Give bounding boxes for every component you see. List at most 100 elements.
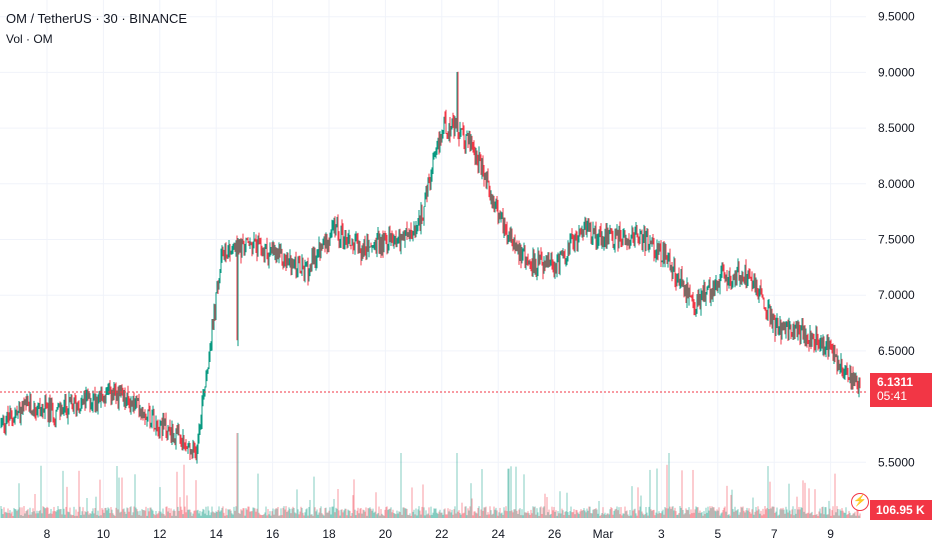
volume-bar [223,512,225,518]
volume-bar [397,513,399,518]
volume-bar [86,498,88,518]
y-tick-label: 9.5000 [878,10,915,24]
volume-bar [605,514,607,518]
volume-bar [128,511,130,518]
volume-bar [690,509,692,518]
volume-bar [266,515,268,518]
volume-bar [552,510,554,518]
volume-bar [545,515,547,518]
x-tick-label: 9 [827,527,834,541]
volume-bar [180,506,182,518]
volume-bar [670,508,672,518]
volume-bar [355,515,357,518]
volume-bar [205,506,207,518]
volume-bar [337,489,339,518]
volume-bar [806,513,808,518]
volume-bar [577,512,579,518]
volume-bar [356,510,358,518]
volume-bar [703,511,705,518]
volume-bar [38,511,40,518]
volume-bar [663,514,665,518]
volume-bar [610,507,612,518]
volume-bar [87,511,89,518]
volume-bar [453,509,455,518]
volume-bar [379,515,381,518]
volume-bar [164,515,166,518]
volume-bar [414,514,416,518]
volume-bar [91,511,93,518]
volume-bar [71,515,73,518]
volume-bar [93,513,95,518]
volume-bar [438,511,440,518]
volume-bar [341,509,343,518]
volume-bar [34,493,36,518]
volume-bar [67,511,69,518]
volume-bar [827,514,829,518]
volume-bar [855,515,857,518]
volume-bar [217,510,219,518]
volume-bar [123,508,125,518]
volume-bar [563,515,565,518]
y-tick-label: 8.5000 [878,121,915,135]
price-axis: 9.5000 9.0000 8.5000 8.0000 7.5000 7.0000 6.50… [878,10,915,470]
volume-bar [442,514,444,518]
volume-bar [553,507,555,518]
volume-bar [315,511,317,518]
volume-bar [740,506,742,518]
volume-bar [147,508,149,518]
volume-bar [104,507,106,518]
y-tick-label: 9.0000 [878,65,915,79]
volume-bar [218,506,220,518]
volume-bar [152,510,154,518]
volume-bar [480,509,482,518]
volume-bar [622,513,624,518]
volume-bar [580,509,582,518]
volume-bar [9,510,11,518]
volume-bar [511,510,513,518]
volume-bar [659,513,661,518]
volume-bar [632,510,634,518]
volume-bar [437,513,439,518]
volume-bar [64,514,66,518]
volume-bar [134,474,136,518]
volume-bar [35,513,37,518]
volume-bar [369,507,371,518]
volume-bar [106,510,108,518]
volume-bar [801,507,803,518]
volume-bar [677,514,679,518]
volume-bar [279,515,281,518]
volume-bar [190,512,192,518]
volume-bar [347,509,349,518]
volume-bar [82,507,84,518]
volume-bar [224,515,226,518]
volume-bar [88,514,90,518]
volume-bar [826,514,828,518]
lightning-bolt-icon[interactable]: ⚡ [851,493,869,511]
volume-bar [46,506,48,518]
volume-bar [142,510,144,518]
volume-bar [558,513,560,518]
volume-bar [528,513,530,518]
volume-bar [117,509,119,518]
volume-bar [55,511,57,518]
volume-bar [604,512,606,518]
volume-bar [676,514,678,518]
volume-bar [118,477,120,518]
volume-bar [264,512,266,518]
volume-bar [330,514,332,518]
volume-bar [98,515,100,518]
volume-bar [769,481,771,518]
last-price-value: 6.1311 [877,375,914,389]
volume-bar [240,509,242,518]
volume-bar [80,515,82,518]
volume-bar [0,506,2,518]
volume-bar [396,510,398,518]
volume-bar [796,496,798,518]
volume-bar [625,511,627,518]
volume-bar [324,508,326,518]
volume-bar [843,512,845,518]
volume-bar [81,511,83,518]
volume-bar [316,509,318,518]
volume-bar [415,508,417,518]
